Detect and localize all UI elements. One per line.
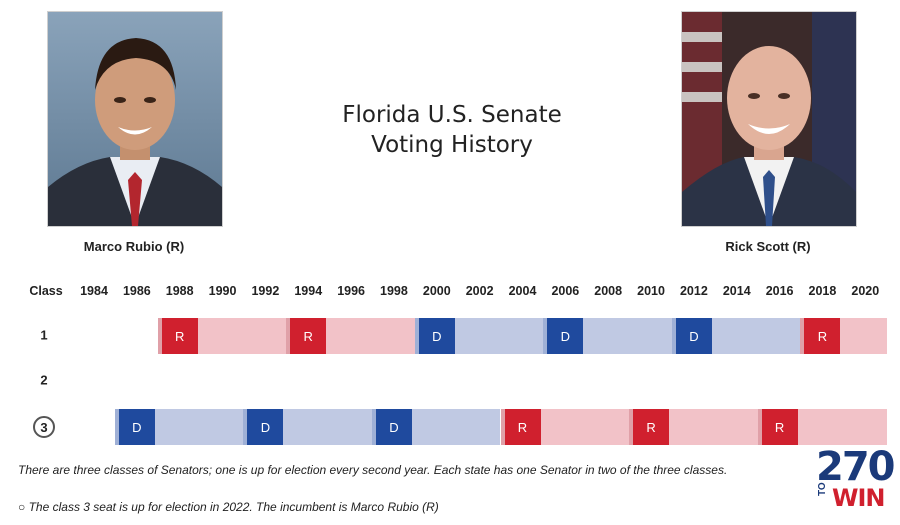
class-3-indicator[interactable]: 3 <box>33 416 55 438</box>
election-result-1998[interactable]: D <box>375 409 412 445</box>
year-label: 2008 <box>594 284 623 298</box>
classes-footnote: There are three classes of Senators; one… <box>18 463 728 477</box>
election-result-1994[interactable]: R <box>290 318 327 354</box>
year-label: 1992 <box>251 284 280 298</box>
title-line-1: Florida U.S. Senate <box>342 102 562 128</box>
election-result-2018[interactable]: R <box>804 318 841 354</box>
next-election-note: ○ The class 3 seat is up for election in… <box>18 500 439 514</box>
election-result-2012[interactable]: D <box>675 318 712 354</box>
class-label-1: 1 <box>40 327 48 343</box>
class-label-2: 2 <box>40 372 48 388</box>
term-bar-edge <box>157 318 162 354</box>
year-label: 1990 <box>208 284 237 298</box>
election-result-1988[interactable]: R <box>161 318 198 354</box>
logo-to: TO <box>817 482 828 496</box>
year-label: 1998 <box>380 284 408 298</box>
election-result-2000[interactable]: D <box>418 318 455 354</box>
term-bar-edge <box>500 409 505 445</box>
senator-photo-scott <box>681 11 857 227</box>
term-bar-edge <box>629 409 634 445</box>
page-title: Florida U.S. Senate Voting History <box>300 100 604 160</box>
next-election-text: The class 3 seat is up for election in 2… <box>28 500 439 514</box>
election-result-1986[interactable]: D <box>118 409 155 445</box>
logo-number: 270 <box>816 444 895 490</box>
term-bar-edge <box>543 318 548 354</box>
term-bar-edge <box>800 318 805 354</box>
election-result-2004[interactable]: R <box>504 409 541 445</box>
title-line-2: Voting History <box>371 132 533 158</box>
term-bar-edge <box>114 409 119 445</box>
term-bar-edge <box>286 318 291 354</box>
senator-name-left: Marco Rubio (R) <box>83 239 185 254</box>
election-result-2010[interactable]: R <box>633 409 670 445</box>
year-label: 1988 <box>165 284 194 298</box>
year-label: 2002 <box>465 284 494 298</box>
year-label: 2004 <box>508 284 537 298</box>
term-bar-edge <box>671 318 676 354</box>
term-bar-edge <box>243 409 248 445</box>
year-header: Class 1984 1986 1988 1990 1992 1994 1996 1998 20… <box>0 284 900 304</box>
logo-win: WIN <box>832 484 885 512</box>
senator-photo-rubio <box>47 11 223 227</box>
year-label: 2000 <box>422 284 451 298</box>
term-bar-edge <box>371 409 376 445</box>
year-label: 2010 <box>637 284 665 298</box>
election-result-1992[interactable]: D <box>247 409 284 445</box>
term-bar-edge <box>414 318 419 354</box>
year-label: 2016 <box>765 284 794 298</box>
election-result-2016[interactable]: R <box>761 409 798 445</box>
year-label: 2006 <box>551 284 580 298</box>
class-header: Class <box>29 284 63 298</box>
year-label: 2020 <box>851 284 880 298</box>
year-label: 1984 <box>80 284 108 298</box>
senator-name-right: Rick Scott (R) <box>725 239 811 254</box>
year-label: 1994 <box>294 284 323 298</box>
year-label: 1996 <box>337 284 365 298</box>
year-label: 2018 <box>808 284 837 298</box>
circle-icon: ○ <box>18 500 29 514</box>
year-label: 2014 <box>722 284 751 298</box>
class-label-3: 3 <box>40 419 48 435</box>
election-result-2006[interactable]: D <box>547 318 584 354</box>
year-label: 2012 <box>679 284 708 298</box>
term-bar-edge <box>757 409 762 445</box>
year-label: 1986 <box>122 284 151 298</box>
